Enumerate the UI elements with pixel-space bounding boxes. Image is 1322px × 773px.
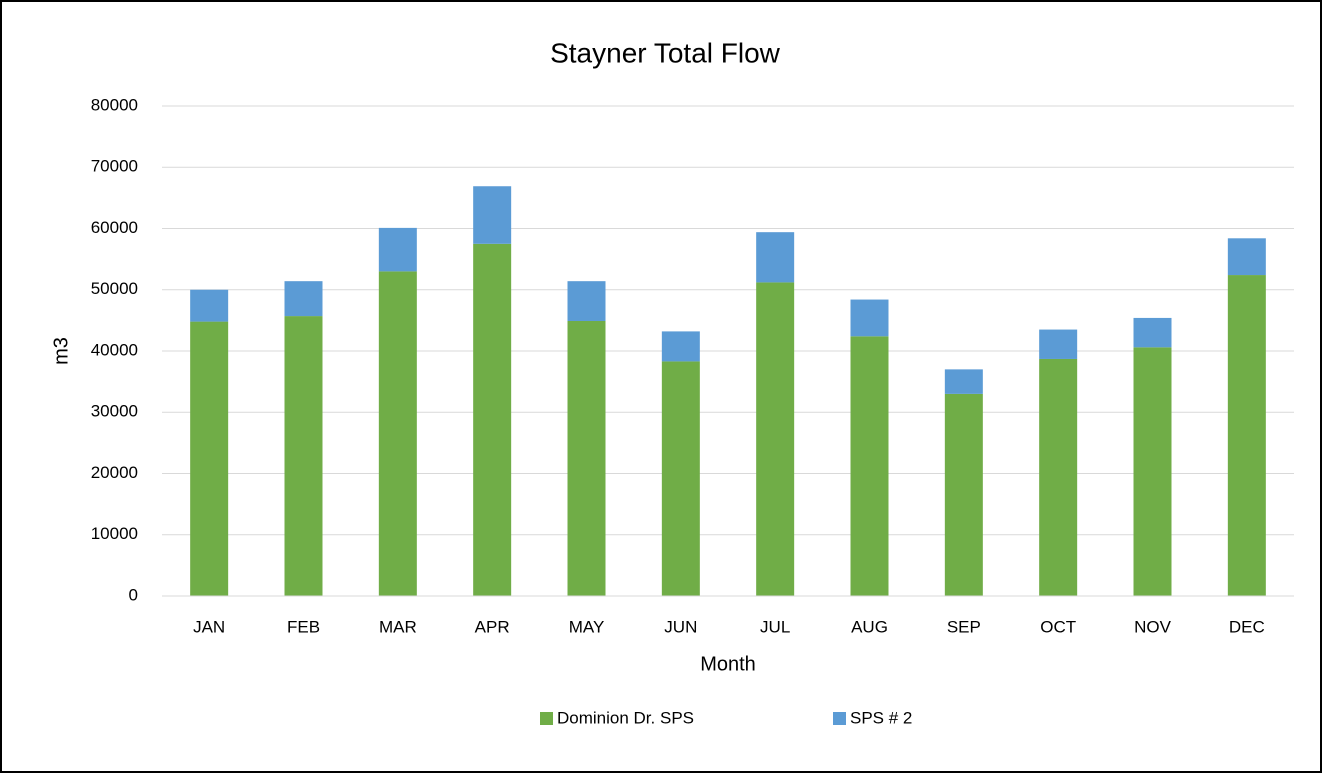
x-tick-label: JUL — [760, 617, 790, 636]
x-tick-label: AUG — [851, 617, 888, 636]
bar-segment — [378, 271, 417, 596]
bar-segment — [284, 316, 323, 596]
y-tick-label: 30000 — [91, 402, 138, 421]
bar-segment — [1227, 238, 1266, 276]
bar-segment — [190, 289, 229, 322]
bar-segment — [1133, 317, 1172, 348]
bar-segment — [284, 281, 323, 317]
y-tick-label: 50000 — [91, 279, 138, 298]
x-tick-label: MAR — [379, 617, 417, 636]
bar-segment — [944, 393, 983, 596]
y-tick-label: 20000 — [91, 463, 138, 482]
x-tick-label: JUN — [664, 617, 697, 636]
bar-segment — [473, 243, 512, 596]
bar-segment — [661, 331, 700, 362]
bar-segment — [661, 361, 700, 596]
legend-label: Dominion Dr. SPS — [557, 708, 694, 727]
bar-segment — [1133, 347, 1172, 596]
legend-label: SPS # 2 — [850, 708, 912, 727]
x-tick-label: JAN — [193, 617, 225, 636]
bar-segment — [850, 336, 889, 596]
bar-segment — [756, 232, 795, 283]
x-tick-label: FEB — [287, 617, 320, 636]
legend-swatch — [833, 712, 846, 725]
bar-segment — [567, 320, 606, 596]
x-tick-label: OCT — [1040, 617, 1076, 636]
bar-segment — [1039, 329, 1078, 359]
y-axis-title: m3 — [50, 337, 72, 365]
chart-title: Stayner Total Flow — [550, 37, 781, 68]
legend-swatch — [540, 712, 553, 725]
x-axis-title: Month — [700, 653, 756, 675]
bar-segment — [1227, 275, 1266, 596]
x-tick-label: SEP — [947, 617, 981, 636]
y-tick-label: 80000 — [91, 95, 138, 114]
x-tick-label: APR — [475, 617, 510, 636]
x-tick-label: NOV — [1134, 617, 1172, 636]
y-tick-label: 10000 — [91, 524, 138, 543]
bar-segment — [190, 321, 229, 596]
bar-segment — [473, 186, 512, 244]
bar-segment — [850, 299, 889, 337]
x-tick-label: DEC — [1229, 617, 1265, 636]
bar-segment — [567, 281, 606, 321]
bar-segment — [378, 227, 417, 272]
y-tick-label: 0 — [129, 585, 138, 604]
y-tick-label: 70000 — [91, 157, 138, 176]
x-tick-label: MAY — [569, 617, 605, 636]
y-tick-label: 60000 — [91, 218, 138, 237]
bar-segment — [756, 282, 795, 596]
bar-segment — [1039, 358, 1078, 596]
bar-segment — [944, 369, 983, 394]
y-tick-label: 40000 — [91, 340, 138, 359]
